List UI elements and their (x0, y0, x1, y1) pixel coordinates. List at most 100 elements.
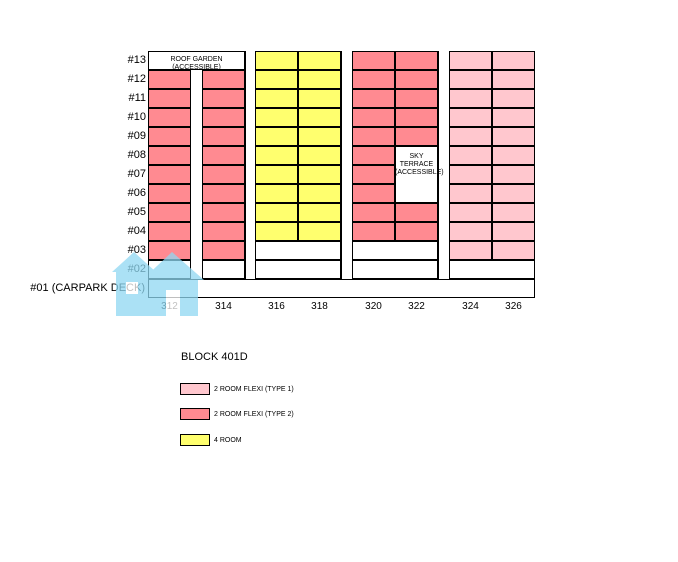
unit-cell (298, 51, 341, 70)
unit-cell (492, 241, 535, 260)
unit-cell (298, 70, 341, 89)
column-gap-line (352, 51, 353, 279)
floor-label: #04 (127, 225, 146, 237)
unit-cell (148, 70, 191, 89)
unit-cell (148, 184, 191, 203)
unit-cell (255, 51, 298, 70)
unit-label: 324 (462, 301, 479, 312)
unit-cell (255, 89, 298, 108)
unit-cell (298, 89, 341, 108)
unit-cell (395, 222, 438, 241)
block-title: BLOCK 401D (181, 351, 248, 363)
unit-label: 322 (408, 301, 425, 312)
unit-cell (492, 165, 535, 184)
unit-cell (298, 203, 341, 222)
roof-garden-label: ROOF GARDEN (ACCESSIBLE) (170, 56, 223, 71)
sky-terrace (395, 146, 438, 203)
unit-cell (449, 241, 492, 260)
unit-cell (202, 70, 245, 89)
unit-cell (255, 165, 298, 184)
unit-cell (352, 203, 395, 222)
unit-cell (298, 184, 341, 203)
legend-label-type1: 2 ROOM FLEXI (TYPE 1) (214, 385, 294, 393)
unit-cell (298, 222, 341, 241)
unit-cell (202, 241, 245, 260)
swatch-type2-icon (180, 408, 210, 420)
unit-label: 320 (365, 301, 382, 312)
column-gap-line (449, 51, 450, 279)
unit-label: 314 (215, 301, 232, 312)
unit-cell (352, 222, 395, 241)
unit-label: 316 (268, 301, 285, 312)
unit-cell (492, 184, 535, 203)
unit-cell (352, 108, 395, 127)
unit-cell (395, 70, 438, 89)
unit-cell (449, 203, 492, 222)
unit-cell (352, 165, 395, 184)
unit-cell (148, 146, 191, 165)
floor-label: #07 (127, 168, 146, 180)
unit-cell (449, 108, 492, 127)
unit-cell (255, 203, 298, 222)
unit-cell (492, 203, 535, 222)
legend-item-type2: 2 ROOM FLEXI (TYPE 2) (180, 407, 294, 421)
column-gap-line (245, 51, 246, 279)
unit-cell (202, 184, 245, 203)
sky-terrace-label: SKY TERRACE (ACCESSIBLE) (395, 153, 444, 176)
void-deck-cell (255, 260, 341, 279)
unit-cell (298, 146, 341, 165)
unit-cell (255, 184, 298, 203)
unit-cell (492, 127, 535, 146)
unit-cell (395, 127, 438, 146)
unit-cell (148, 165, 191, 184)
unit-cell (449, 89, 492, 108)
void-deck-cell (449, 260, 535, 279)
unit-cell (395, 51, 438, 70)
floor-label: #08 (127, 149, 146, 161)
column-gap-line (438, 51, 439, 279)
unit-cell (352, 146, 395, 165)
unit-cell (492, 146, 535, 165)
unit-cell (298, 165, 341, 184)
unit-label: 318 (311, 301, 328, 312)
unit-cell (298, 108, 341, 127)
unit-cell (492, 108, 535, 127)
swatch-type1-icon (180, 383, 210, 395)
legend-label-type2: 2 ROOM FLEXI (TYPE 2) (214, 410, 294, 418)
floor-label: #10 (127, 111, 146, 123)
unit-cell (352, 127, 395, 146)
unit-cell (255, 146, 298, 165)
floor-label: #13 (127, 54, 146, 66)
unit-cell (449, 146, 492, 165)
unit-cell (148, 89, 191, 108)
unit-cell (352, 89, 395, 108)
floor-label: #05 (127, 206, 146, 218)
unit-cell (449, 184, 492, 203)
unit-cell (255, 127, 298, 146)
legend-item-type1: 2 ROOM FLEXI (TYPE 1) (180, 382, 294, 396)
void-deck-cell (202, 260, 245, 279)
unit-cell (492, 222, 535, 241)
unit-cell (202, 222, 245, 241)
unit-cell (492, 70, 535, 89)
legend-label-4room: 4 ROOM (214, 436, 242, 444)
unit-cell (449, 51, 492, 70)
floor-label: #09 (127, 130, 146, 142)
floor-label: #12 (127, 73, 146, 85)
unit-cell (352, 184, 395, 203)
unit-cell (148, 127, 191, 146)
unit-cell (255, 108, 298, 127)
unit-cell (202, 127, 245, 146)
unit-cell (492, 51, 535, 70)
unit-cell (255, 70, 298, 89)
unit-cell (352, 70, 395, 89)
house-watermark-icon (112, 252, 204, 316)
column-gap-line (341, 51, 342, 279)
unit-cell (148, 203, 191, 222)
unit-cell (395, 89, 438, 108)
unit-label: 326 (505, 301, 522, 312)
unit-cell (255, 222, 298, 241)
void-deck-cell (352, 260, 438, 279)
unit-cell (492, 89, 535, 108)
unit-cell (202, 203, 245, 222)
